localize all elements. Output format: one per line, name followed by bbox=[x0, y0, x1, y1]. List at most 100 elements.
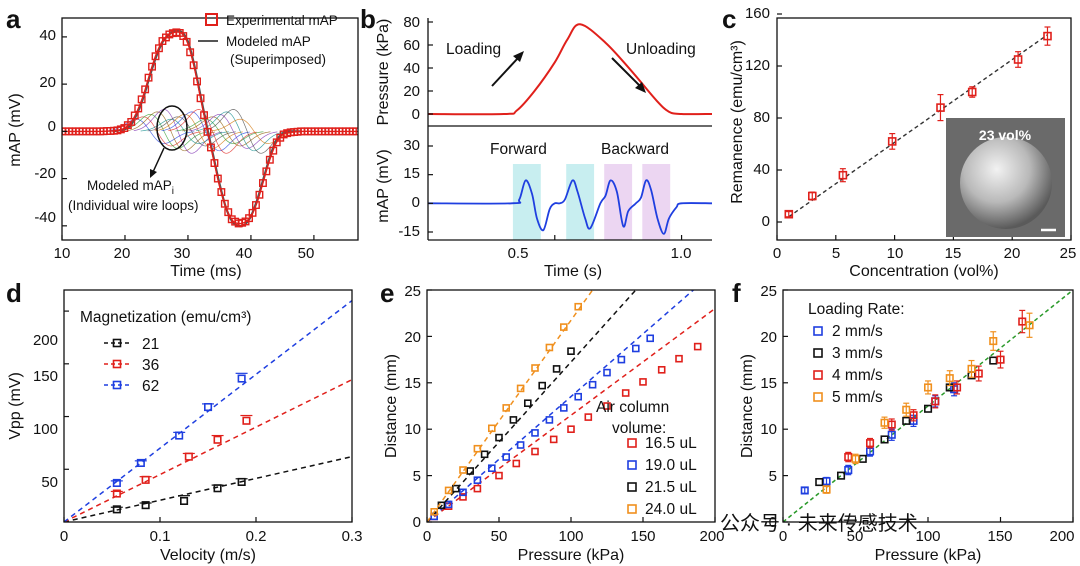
f-ytick-0: 0 bbox=[769, 514, 777, 531]
e-ytick-20: 20 bbox=[404, 329, 421, 346]
panel-d-ticks bbox=[63, 310, 353, 522]
a-annotation-line2: (Individual wire loops) bbox=[68, 198, 199, 213]
e-point-16.5 uL bbox=[657, 365, 666, 374]
c-point bbox=[838, 170, 848, 180]
e-legend-title-1: Air column bbox=[596, 399, 669, 416]
a-experimental-point bbox=[186, 48, 195, 57]
b-loading-arrow bbox=[491, 57, 519, 87]
e-point-21.5 uL bbox=[466, 467, 475, 475]
e-point-19.0 uL bbox=[559, 404, 568, 412]
a-experimental-point bbox=[154, 44, 163, 53]
f-errorbar-4 mm/s bbox=[954, 380, 960, 395]
e-point-19.0 uL bbox=[588, 380, 597, 389]
e-point-19.0 uL bbox=[487, 464, 496, 473]
c-errorbar bbox=[785, 211, 792, 218]
a-experimental-point bbox=[220, 199, 229, 208]
panel-b-plot-area bbox=[427, 23, 713, 240]
a-xtick-20: 20 bbox=[114, 245, 131, 262]
f-point-5 mm/s bbox=[822, 485, 831, 494]
c-point bbox=[1043, 31, 1052, 41]
e-point-19.0 uL bbox=[473, 476, 482, 485]
panel-b-ticks bbox=[428, 21, 683, 240]
b-pressure-line bbox=[427, 23, 713, 116]
a-experimental-point bbox=[269, 146, 278, 155]
e-legend-marker-1 bbox=[627, 460, 637, 470]
a-experimental-point bbox=[259, 179, 267, 188]
c-xlabel: Concentration (vol%) bbox=[849, 263, 998, 280]
f-legend-title: Loading Rate: bbox=[808, 301, 905, 318]
d-point-62 bbox=[175, 431, 184, 440]
a-experimental-point bbox=[151, 52, 160, 61]
a-wire-loop-12 bbox=[189, 113, 278, 149]
f-ytick-5: 5 bbox=[769, 468, 777, 485]
panel-a: a 10 20 30 40 50 40 20 0 -20 -40 Time (m… bbox=[6, 4, 359, 280]
e-point-16.5 uL bbox=[549, 435, 558, 444]
panel-a-plot-area bbox=[62, 28, 358, 228]
b-top-ytick-40: 40 bbox=[403, 60, 420, 77]
b-map-line bbox=[427, 179, 713, 235]
e-point-19.0 uL bbox=[617, 355, 626, 364]
panel-e-ticks bbox=[426, 289, 716, 523]
d-xtick-0.2: 0.2 bbox=[246, 528, 267, 545]
d-legend-marker-0 bbox=[112, 338, 122, 348]
e-ytick-5: 5 bbox=[413, 468, 421, 485]
a-ytick-neg40: -40 bbox=[34, 209, 56, 226]
f-point-3 mm/s bbox=[836, 471, 846, 480]
a-legend-modeled-sub: (Superimposed) bbox=[230, 52, 326, 67]
panel-d: d 0 0.1 0.2 0.3 50 100 150 200 Velocity … bbox=[6, 278, 362, 564]
d-legend-label-21: 21 bbox=[142, 336, 159, 353]
a-experimental-point bbox=[217, 188, 226, 197]
e-point-16.5 uL bbox=[603, 402, 611, 410]
e-point-24.0 uL bbox=[430, 507, 439, 516]
b-phase-band-0 bbox=[512, 164, 541, 240]
d-ylabel: Vpp (mV) bbox=[7, 372, 24, 440]
a-annotation-arrow bbox=[152, 147, 165, 173]
e-point-21.5 uL bbox=[552, 365, 561, 373]
e-point-24.0 uL bbox=[531, 364, 539, 372]
panel-f-ticks bbox=[782, 289, 1074, 523]
panel-f-plot-area bbox=[783, 290, 1073, 522]
b-unloading-arrow bbox=[611, 57, 641, 87]
a-highlight-ellipse bbox=[156, 105, 188, 151]
a-experimental-point bbox=[265, 155, 274, 164]
b-xlabel: Time (s) bbox=[544, 263, 602, 280]
e-xlabel: Pressure (kPa) bbox=[518, 547, 625, 564]
e-legend-marker-0 bbox=[627, 438, 637, 448]
e-point-16.5 uL bbox=[531, 447, 539, 456]
b-bottom-ytick-15: 15 bbox=[403, 165, 420, 182]
panel-d-plot-area bbox=[64, 299, 352, 522]
b-top-ytick-0: 0 bbox=[412, 106, 420, 123]
e-point-21.5 uL bbox=[523, 399, 532, 408]
f-errorbar-4 mm/s bbox=[997, 350, 1004, 369]
a-wire-loop-3 bbox=[126, 111, 216, 152]
e-point-16.5 uL bbox=[675, 354, 683, 363]
c-xtick-15: 15 bbox=[945, 245, 962, 262]
f-point-5 mm/s bbox=[851, 454, 860, 463]
e-point-16.5 uL bbox=[459, 493, 467, 501]
e-point-21.5 uL bbox=[480, 450, 489, 459]
panel-e: e 0 50 100 150 200 0 5 10 15 20 25 Press… bbox=[380, 278, 725, 564]
a-experimental-point bbox=[206, 143, 215, 152]
d-ytick-150: 150 bbox=[33, 368, 58, 385]
e-point-24.0 uL bbox=[574, 302, 583, 311]
a-ylabel: mAP (mV) bbox=[7, 93, 24, 166]
e-point-24.0 uL bbox=[459, 466, 467, 474]
c-xtick-25: 25 bbox=[1060, 245, 1077, 262]
panel-c-frame bbox=[776, 17, 1072, 241]
f-errorbar-5 mm/s bbox=[990, 331, 997, 351]
f-ytick-25: 25 bbox=[760, 283, 777, 300]
c-inset-label: 23 vol% bbox=[979, 127, 1032, 143]
d-point-21 bbox=[213, 484, 222, 493]
b-loading-arrowhead bbox=[513, 51, 524, 62]
f-point-3 mm/s bbox=[815, 477, 824, 487]
c-fit-line bbox=[788, 34, 1048, 218]
a-experimental-point bbox=[144, 73, 153, 82]
c-point bbox=[967, 87, 977, 97]
f-legend-label-3: 3 mm/s bbox=[832, 345, 883, 362]
d-point-62 bbox=[112, 478, 121, 488]
f-ytick-15: 15 bbox=[760, 375, 777, 392]
f-ytick-10: 10 bbox=[760, 421, 777, 438]
f-errorbar-5 mm/s bbox=[968, 359, 975, 378]
e-ytick-0: 0 bbox=[413, 514, 421, 531]
f-point-5 mm/s bbox=[989, 336, 998, 346]
